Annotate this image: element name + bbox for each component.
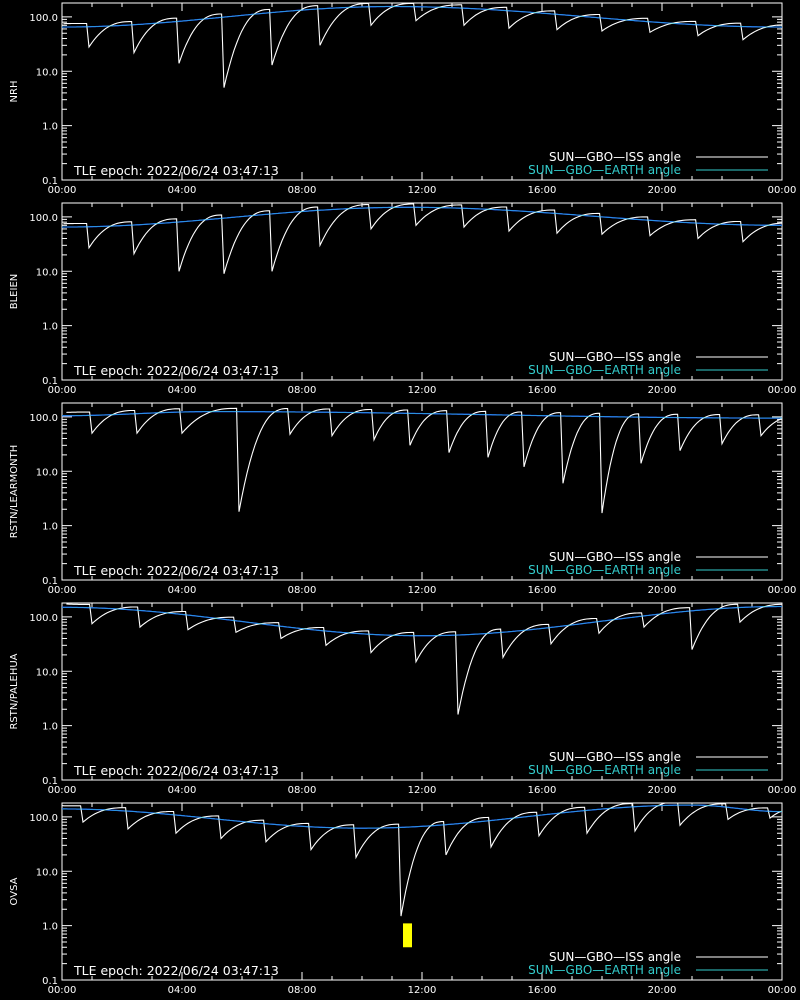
earth-angle-series-overlay [62,411,782,419]
iss-angle-series [62,803,782,917]
y-tick-label: 1.0 [42,922,58,933]
legend-iss-label: SUN—GBO—ISS angle [549,150,681,164]
x-tick-label: 00:00 [768,185,797,196]
y-tick-label: 100.0 [29,13,58,24]
x-tick-label: 08:00 [288,385,317,396]
x-tick-label: 16:00 [528,785,557,796]
iss-angle-series [66,407,782,514]
legend-iss-label: SUN—GBO—ISS angle [549,950,681,964]
y-tick-label: 100.0 [29,813,58,824]
legend-earth-label: SUN—GBO—EARTH angle [528,363,681,377]
iss-angle-series [63,3,782,88]
x-tick-label: 16:00 [528,185,557,196]
legend-iss-label: SUN—GBO—ISS angle [549,750,681,764]
y-tick-label: 0.1 [42,776,58,787]
y-tick-label: 100.0 [29,613,58,624]
x-tick-label: 16:00 [528,585,557,596]
x-tick-label: 20:00 [648,585,677,596]
panel-ovsa: 100.010.01.00.100:00 04:00 08:00 12:00 16:00… [9,802,797,996]
legend-iss-label: SUN—GBO—ISS angle [549,550,681,564]
x-tick-label: 00:00 [48,985,77,996]
x-tick-label: 04:00 [168,985,197,996]
chart-panels: 100.010.01.00.100:00 04:00 08:00 12:00 16:00… [9,2,797,996]
earth-angle-series-overlay [62,5,782,28]
iss-angle-series [66,603,782,715]
y-tick-label: 0.1 [42,176,58,187]
y-tick-label: 0.1 [42,576,58,587]
x-tick-label: 00:00 [768,985,797,996]
iss-angle-series [63,203,782,274]
x-tick-label: 12:00 [408,985,437,996]
x-tick-label: 12:00 [408,785,437,796]
legend-earth-label: SUN—GBO—EARTH angle [528,163,681,177]
legend-earth-label: SUN—GBO—EARTH angle [528,963,681,977]
x-tick-label: 00:00 [48,385,77,396]
earth-angle-series-overlay [62,804,782,829]
x-tick-label: 00:00 [48,785,77,796]
panel-rstn-palehua: 100.010.01.00.100:00 04:00 08:00 12:00 16:00… [9,602,797,796]
y-tick-label: 10.0 [36,67,58,78]
panel-nrh: 100.010.01.00.100:00 04:00 08:00 12:00 16:00… [9,2,797,196]
epoch-label: TLE epoch: 2022/06/24 03:47:13 [73,963,279,978]
x-tick-label: 20:00 [648,385,677,396]
x-tick-label: 08:00 [288,585,317,596]
x-tick-label: 00:00 [768,785,797,796]
y-axis-label: RSTN/PALEHUA [9,653,20,729]
y-tick-label: 10.0 [36,667,58,678]
y-axis-label: BLEIEN [9,274,20,310]
y-tick-label: 0.1 [42,376,58,387]
epoch-label: TLE epoch: 2022/06/24 03:47:13 [73,363,279,378]
y-tick-label: 10.0 [36,867,58,878]
panel-bleien: 100.010.01.00.100:00 04:00 08:00 12:00 16:00… [9,202,797,396]
panel-rstn-learmonth: 100.010.01.00.100:00 04:00 08:00 12:00 16:00… [9,402,797,596]
x-tick-label: 20:00 [648,985,677,996]
legend-earth-label: SUN—GBO—EARTH angle [528,763,681,777]
y-tick-label: 0.1 [42,976,58,987]
y-tick-label: 100.0 [29,213,58,224]
x-tick-label: 20:00 [648,185,677,196]
y-axis-label: NRH [9,81,20,103]
x-tick-label: 00:00 [768,585,797,596]
x-tick-label: 12:00 [408,185,437,196]
x-tick-label: 04:00 [168,385,197,396]
x-tick-label: 00:00 [48,185,77,196]
y-tick-label: 1.0 [42,122,58,133]
legend-iss-label: SUN—GBO—ISS angle [549,350,681,364]
x-tick-label: 08:00 [288,185,317,196]
epoch-label: TLE epoch: 2022/06/24 03:47:13 [73,563,279,578]
y-tick-label: 10.0 [36,467,58,478]
y-tick-label: 1.0 [42,722,58,733]
epoch-label: TLE epoch: 2022/06/24 03:47:13 [73,763,279,778]
x-tick-label: 04:00 [168,185,197,196]
yellow-marker [403,923,412,948]
y-tick-label: 1.0 [42,322,58,333]
y-axis-label: RSTN/LEARMONTH [9,445,20,539]
x-tick-label: 00:00 [768,385,797,396]
y-tick-label: 10.0 [36,267,58,278]
x-tick-label: 16:00 [528,385,557,396]
x-tick-label: 16:00 [528,985,557,996]
x-tick-label: 12:00 [408,385,437,396]
y-tick-label: 1.0 [42,522,58,533]
epoch-label: TLE epoch: 2022/06/24 03:47:13 [73,163,279,178]
legend-earth-label: SUN—GBO—EARTH angle [528,563,681,577]
x-tick-label: 00:00 [48,585,77,596]
x-tick-label: 20:00 [648,785,677,796]
x-tick-label: 08:00 [288,785,317,796]
x-tick-label: 08:00 [288,985,317,996]
earth-angle-series-overlay [62,605,782,637]
y-axis-label: OVSA [9,877,20,905]
x-tick-label: 12:00 [408,585,437,596]
earth-angle-series-overlay [62,206,782,228]
x-tick-label: 04:00 [168,585,197,596]
x-tick-label: 04:00 [168,785,197,796]
y-tick-label: 100.0 [29,413,58,424]
